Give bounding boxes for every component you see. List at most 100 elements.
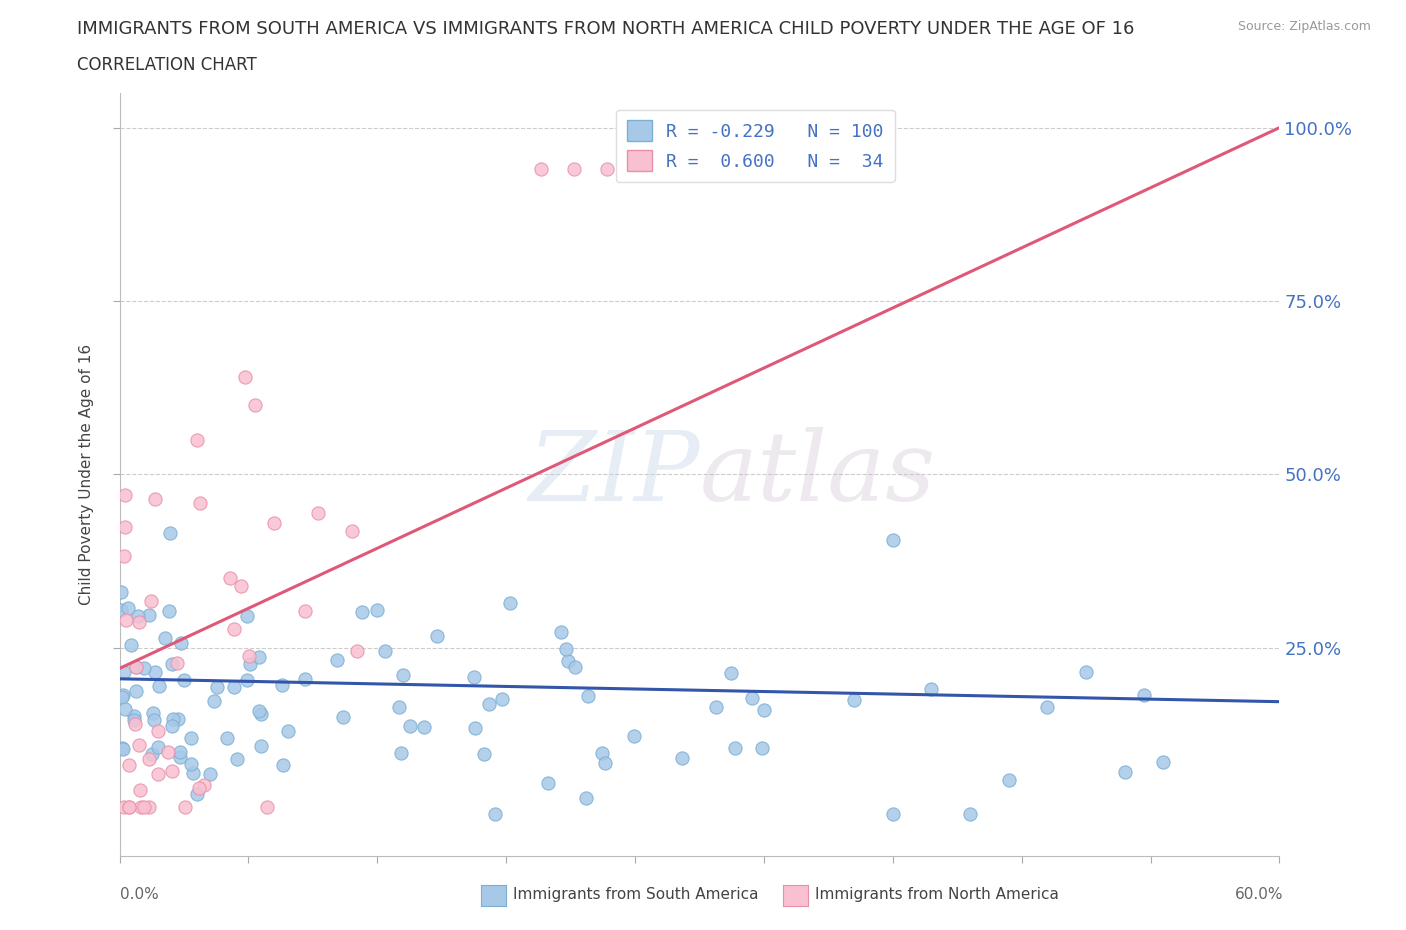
Point [125, 659, 148, 674]
Point [169, 745, 191, 760]
Point [173, 800, 195, 815]
Point [222, 622, 245, 637]
Point [128, 782, 150, 797]
Point [193, 777, 215, 792]
Point [959, 806, 981, 821]
Point [233, 370, 256, 385]
Legend: R = -0.229   N = 100, R =  0.600   N =  34: R = -0.229 N = 100, R = 0.600 N = 34 [616, 110, 894, 182]
Point [128, 615, 150, 630]
Text: Source: ZipAtlas.com: Source: ZipAtlas.com [1237, 20, 1371, 33]
Point [112, 549, 135, 564]
Point [1036, 699, 1059, 714]
Point [562, 162, 585, 177]
Point [741, 690, 763, 705]
Point [180, 757, 202, 772]
Point [166, 711, 188, 726]
Y-axis label: Child Poverty Under the Age of 16: Child Poverty Under the Age of 16 [79, 344, 94, 604]
Point [118, 758, 141, 773]
Point [187, 781, 209, 796]
Point [374, 644, 396, 658]
Point [170, 636, 193, 651]
Point [720, 666, 742, 681]
Point [110, 585, 132, 600]
Point [724, 740, 747, 755]
Point [426, 629, 449, 644]
Point [752, 702, 775, 717]
Point [623, 729, 645, 744]
Point [671, 751, 693, 765]
Point [131, 800, 153, 815]
Point [114, 487, 136, 502]
Point [472, 747, 495, 762]
Text: IMMIGRANTS FROM SOUTH AMERICA VS IMMIGRANTS FROM NORTH AMERICA CHILD POVERTY UND: IMMIGRANTS FROM SOUTH AMERICA VS IMMIGRA… [77, 20, 1135, 38]
Text: atlas: atlas [700, 427, 935, 522]
Point [128, 737, 150, 752]
Point [114, 520, 136, 535]
Point [157, 604, 180, 618]
Point [120, 637, 142, 652]
Point [138, 607, 160, 622]
Point [236, 672, 259, 687]
Point [125, 684, 148, 698]
Point [1153, 754, 1175, 769]
Point [217, 731, 239, 746]
Point [224, 680, 246, 695]
Point [111, 742, 134, 757]
Point [557, 654, 579, 669]
Point [138, 751, 160, 766]
Point [340, 524, 363, 538]
Point [117, 601, 139, 616]
Point [249, 739, 271, 754]
Point [132, 660, 155, 675]
Point [1076, 665, 1098, 680]
Point [148, 678, 170, 693]
Point [110, 741, 132, 756]
Point [387, 699, 409, 714]
Point [118, 800, 141, 815]
Point [122, 709, 145, 724]
Point [239, 657, 262, 671]
Text: 0.0%: 0.0% [120, 887, 159, 902]
Point [596, 162, 619, 177]
Point [225, 751, 247, 766]
Text: ZIP: ZIP [529, 427, 700, 522]
Point [160, 718, 183, 733]
Point [125, 660, 148, 675]
Point [146, 766, 169, 781]
Point [156, 744, 179, 759]
Point [575, 790, 598, 805]
Point [207, 680, 229, 695]
Point [141, 593, 163, 608]
Point [463, 669, 485, 684]
Point [112, 665, 135, 680]
Point [162, 712, 184, 727]
Point [138, 800, 160, 815]
Point [124, 716, 146, 731]
Point [238, 649, 260, 664]
Point [148, 724, 170, 738]
Point [391, 746, 413, 761]
Point [159, 525, 181, 540]
Point [564, 659, 586, 674]
Point [346, 644, 368, 658]
Point [256, 800, 278, 815]
Point [882, 533, 904, 548]
Point [593, 755, 616, 770]
Point [326, 653, 349, 668]
Point [143, 712, 166, 727]
Point [114, 702, 136, 717]
Point [844, 693, 866, 708]
Point [111, 687, 134, 702]
Point [111, 690, 134, 705]
Point [162, 764, 184, 778]
Point [114, 800, 136, 815]
Point [198, 766, 221, 781]
Point [537, 776, 560, 790]
Point [160, 657, 183, 671]
Text: 60.0%: 60.0% [1236, 887, 1284, 902]
Point [181, 765, 204, 780]
Point [142, 706, 165, 721]
Point [173, 672, 195, 687]
Text: CORRELATION CHART: CORRELATION CHART [77, 56, 257, 73]
Point [882, 806, 904, 821]
